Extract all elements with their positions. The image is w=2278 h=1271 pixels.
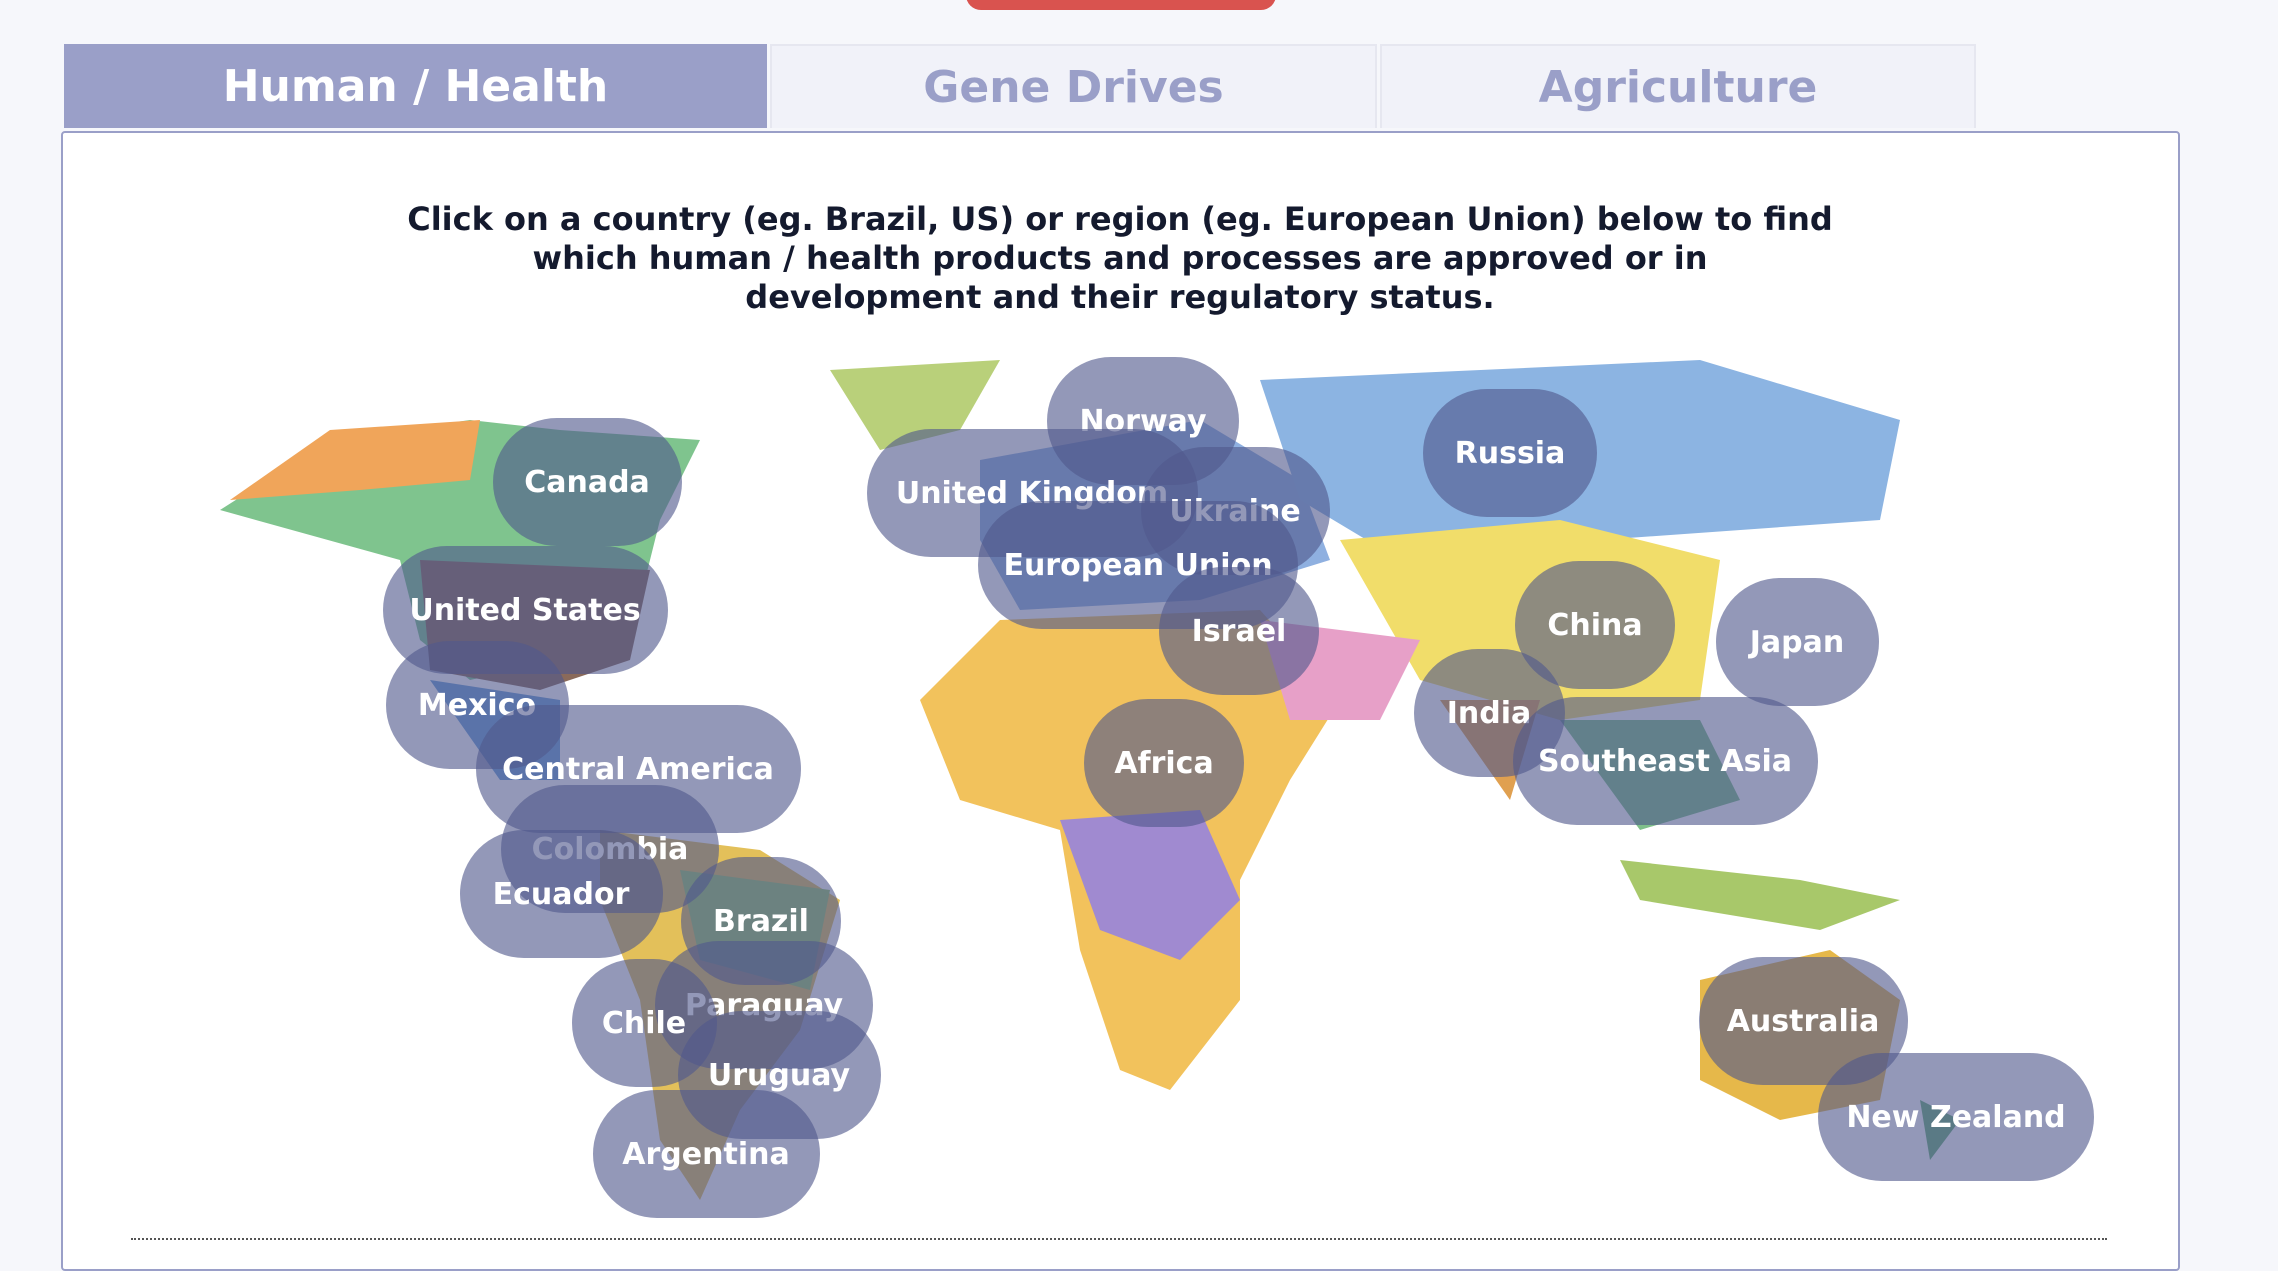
intro-line: development and their regulatory status. — [745, 278, 1495, 316]
tab[interactable]: Agriculture — [1380, 44, 1976, 128]
divider — [131, 1238, 2107, 1240]
region-button[interactable]: Japan — [1715, 578, 1879, 706]
tab[interactable]: Gene Drives — [770, 44, 1377, 128]
region-button[interactable]: New Zealand — [1818, 1053, 2094, 1181]
top-button[interactable] — [966, 0, 1276, 10]
land — [1620, 860, 1900, 930]
region-button[interactable]: Ecuador — [459, 830, 663, 958]
region-button[interactable]: Southeast Asia — [1512, 697, 1818, 825]
land — [230, 420, 480, 500]
intro-line: Click on a country (eg. Brazil, US) or r… — [407, 200, 1833, 238]
land — [1060, 810, 1240, 960]
region-button[interactable]: Russia — [1423, 389, 1597, 517]
region-button[interactable]: Chile — [571, 959, 717, 1087]
intro: Click on a country (eg. Brazil, US) or r… — [360, 200, 1880, 317]
tab[interactable]: Human / Health — [64, 44, 767, 128]
intro-line: which human / health products and proces… — [532, 239, 1708, 277]
region-button[interactable]: Canada — [492, 418, 682, 546]
land — [830, 360, 1000, 450]
region-button[interactable]: Africa — [1084, 699, 1244, 827]
region-button[interactable]: Argentina — [592, 1090, 820, 1218]
region-button[interactable]: Israel — [1159, 567, 1319, 695]
